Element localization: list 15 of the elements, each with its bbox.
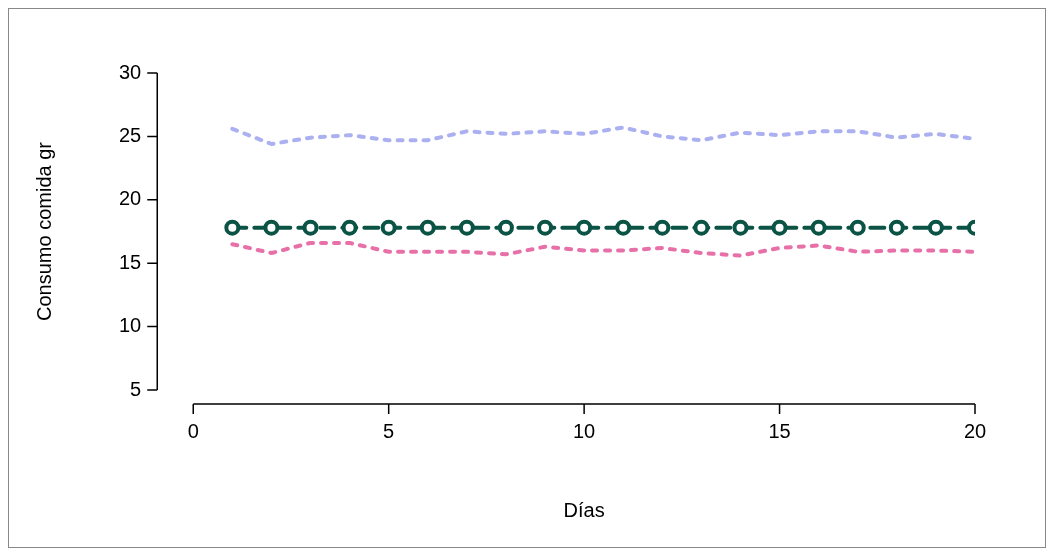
y-tick-label: 15 — [119, 250, 142, 273]
x-tick-label: 10 — [573, 419, 596, 442]
y-tick-label: 5 — [130, 377, 142, 400]
line-series — [230, 125, 975, 147]
x-tick-label: 0 — [187, 419, 199, 442]
x-axis-title: Días — [563, 498, 605, 521]
y-tick-label: 20 — [119, 187, 142, 210]
y-tick-label: 25 — [119, 123, 142, 146]
x-tick-label: 20 — [963, 419, 987, 442]
line-series — [230, 240, 975, 258]
y-axis-title: Consumo comida gr — [32, 141, 55, 321]
y-tick-label: 30 — [119, 60, 142, 83]
x-tick-label: 5 — [383, 419, 395, 442]
y-tick-label: 10 — [119, 314, 142, 337]
x-tick-label: 15 — [768, 419, 791, 442]
